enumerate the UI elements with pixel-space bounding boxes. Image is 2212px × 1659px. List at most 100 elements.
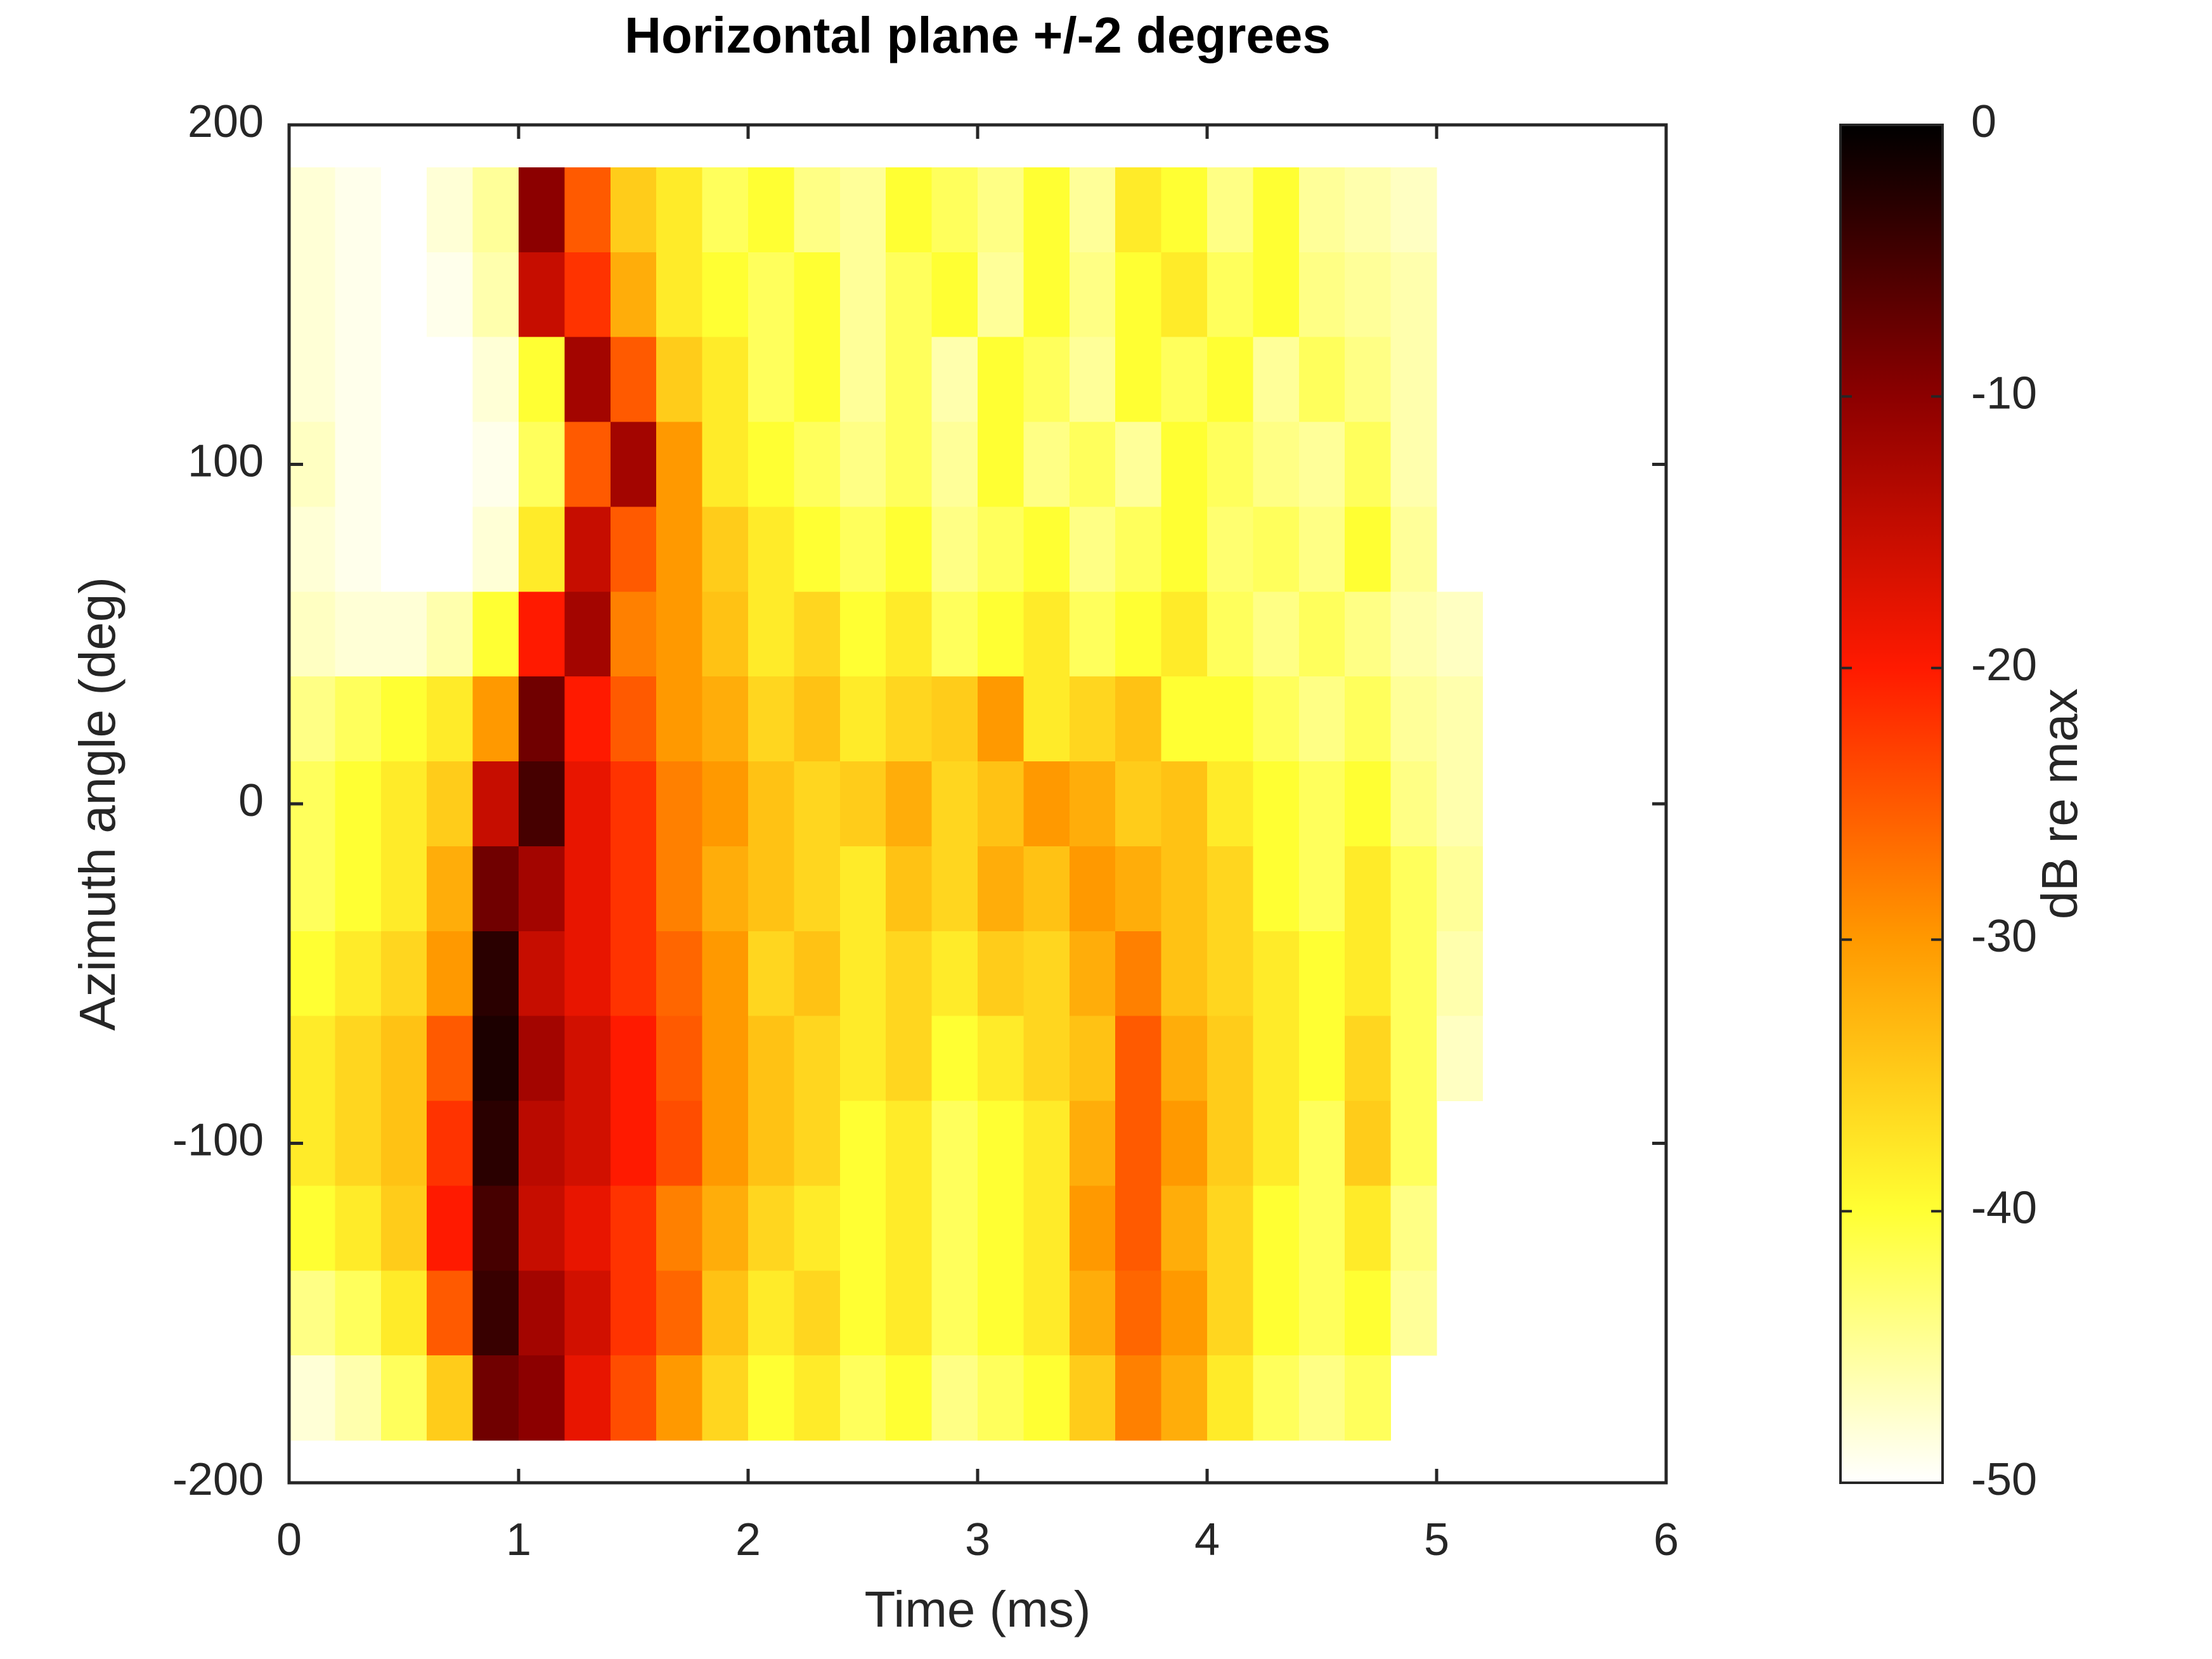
heatmap-cell <box>1345 1270 1392 1356</box>
heatmap-cell <box>519 1270 565 1356</box>
heatmap-cell <box>702 252 749 338</box>
heatmap-cell <box>472 846 519 932</box>
heatmap-cell <box>1069 1101 1116 1186</box>
heatmap-cell <box>1298 1016 1345 1102</box>
heatmap-cell <box>1161 1016 1208 1102</box>
heatmap-cell <box>427 1016 474 1102</box>
heatmap-cell <box>978 846 1024 932</box>
heatmap-cell <box>1115 1355 1162 1441</box>
heatmap-cell <box>886 676 933 762</box>
heatmap-cell <box>1253 167 1300 253</box>
heatmap-cell <box>978 1016 1024 1102</box>
heatmap-cell <box>1253 1101 1300 1186</box>
heatmap-cell <box>1437 1016 1483 1102</box>
heatmap-cell <box>931 1185 978 1271</box>
heatmap-cell <box>472 676 519 762</box>
heatmap-cell <box>1115 1270 1162 1356</box>
heatmap-cell <box>472 1270 519 1356</box>
heatmap-cell <box>656 1270 703 1356</box>
heatmap-cell <box>427 1355 474 1441</box>
heatmap-cell <box>748 1355 794 1441</box>
heatmap-cell <box>1023 1016 1070 1102</box>
heatmap-cell <box>656 761 703 847</box>
heatmap-cell <box>1161 761 1208 847</box>
heatmap-cell <box>1207 337 1253 423</box>
heatmap-cell <box>335 1016 382 1102</box>
heatmap-cell <box>1390 1270 1437 1356</box>
heatmap-cell <box>427 676 474 762</box>
heatmap-cell <box>1115 1101 1162 1186</box>
heatmap-cell <box>886 167 933 253</box>
y-tick-label: 200 <box>188 96 264 147</box>
heatmap-cell <box>748 761 794 847</box>
heatmap-cell <box>519 591 565 677</box>
heatmap-cell <box>886 1270 933 1356</box>
heatmap-cell <box>1390 591 1437 677</box>
y-tick-label: 100 <box>188 436 264 487</box>
heatmap-cell <box>1023 422 1070 507</box>
heatmap-cell <box>564 337 611 423</box>
heatmap-cell <box>1207 507 1253 592</box>
heatmap-cell <box>1069 252 1116 338</box>
heatmap-cell <box>794 252 841 338</box>
heatmap-cell <box>1023 337 1070 423</box>
heatmap-cell <box>839 1101 886 1186</box>
heatmap-cell <box>1345 1016 1392 1102</box>
heatmap-cell <box>748 167 794 253</box>
heatmap-cell <box>427 337 474 423</box>
heatmap-cell <box>289 252 335 338</box>
heatmap-cell <box>564 252 611 338</box>
heatmap-cell <box>1298 1355 1345 1441</box>
heatmap-cell <box>886 591 933 677</box>
heatmap-cell <box>702 1270 749 1356</box>
heatmap-cell <box>610 1355 657 1441</box>
heatmap-cell <box>656 1101 703 1186</box>
heatmap-cell <box>289 1270 335 1356</box>
heatmap-cell <box>839 931 886 1017</box>
heatmap-cell <box>1115 846 1162 932</box>
heatmap-cell <box>931 1101 978 1186</box>
heatmap-cell <box>1161 507 1208 592</box>
heatmap-cell <box>1207 761 1253 847</box>
heatmap-cell <box>839 337 886 423</box>
heatmap-cell <box>702 167 749 253</box>
heatmap-cell <box>380 167 427 253</box>
heatmap-cell <box>1069 1270 1116 1356</box>
heatmap-cell <box>1023 167 1070 253</box>
heatmap-cell <box>519 422 565 507</box>
heatmap-cell <box>610 931 657 1017</box>
heatmap-cell <box>748 1185 794 1271</box>
heatmap-cell <box>1207 1355 1253 1441</box>
heatmap-cell <box>839 761 886 847</box>
heatmap-cell <box>931 591 978 677</box>
heatmap-cell <box>978 252 1024 338</box>
heatmap-cell <box>978 337 1024 423</box>
heatmap-cell <box>1069 507 1116 592</box>
y-tick-label: -200 <box>172 1454 264 1505</box>
heatmap-cell <box>794 167 841 253</box>
heatmap-cell <box>1390 167 1437 253</box>
heatmap-cell <box>1207 1101 1253 1186</box>
heatmap-cell <box>794 422 841 507</box>
heatmap-cell <box>564 167 611 253</box>
heatmap-cell <box>610 422 657 507</box>
heatmap-cell <box>931 337 978 423</box>
heatmap-cell <box>748 931 794 1017</box>
heatmap-cell <box>1390 676 1437 762</box>
y-axis-label: Azimuth angle (deg) <box>69 577 126 1031</box>
heatmap-cell <box>1345 252 1392 338</box>
heatmap-cell <box>1298 931 1345 1017</box>
heatmap-cell <box>1390 1101 1437 1186</box>
heatmap-cell <box>427 591 474 677</box>
heatmap-cell <box>839 167 886 253</box>
heatmap-cell <box>1298 252 1345 338</box>
heatmap-cell <box>380 252 427 338</box>
heatmap-cell <box>380 1101 427 1186</box>
heatmap-cell <box>427 846 474 932</box>
heatmap-cells <box>289 167 1483 1441</box>
heatmap-cell <box>1298 591 1345 677</box>
heatmap-cell <box>610 1101 657 1186</box>
heatmap-cell <box>1345 337 1392 423</box>
